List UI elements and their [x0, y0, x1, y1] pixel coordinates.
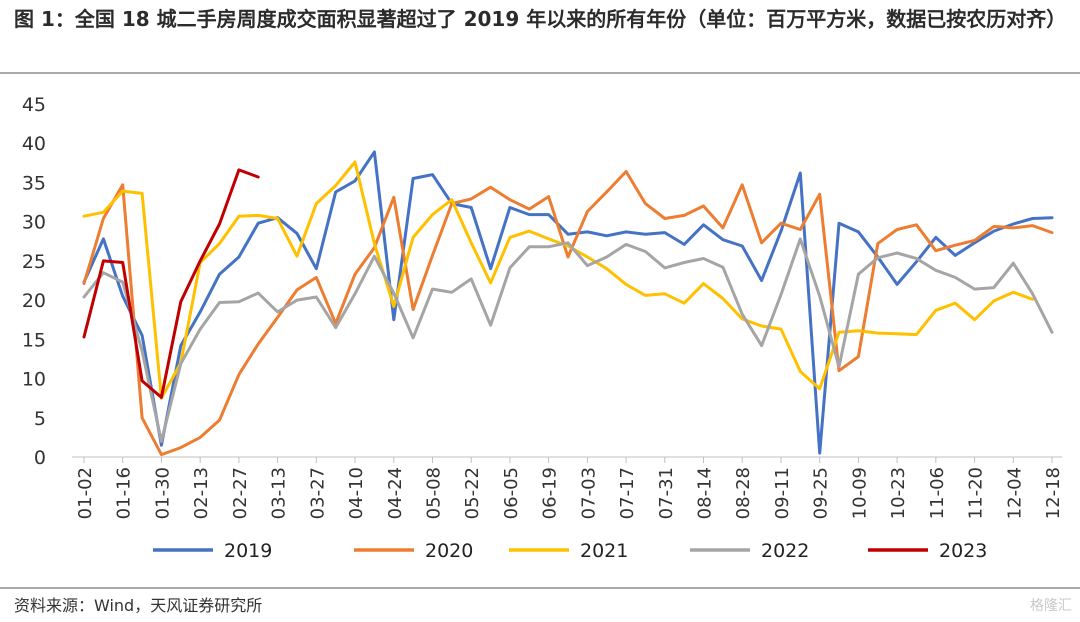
- x-tick-label: 05-08: [423, 467, 444, 519]
- x-tick-label: 01-30: [152, 467, 173, 519]
- x-tick-label: 01-16: [114, 467, 135, 519]
- y-tick-label: 5: [34, 408, 46, 430]
- x-tick-label: 07-03: [578, 467, 599, 519]
- x-tick-label: 03-13: [269, 467, 290, 519]
- x-tick-label: 11-06: [927, 467, 948, 519]
- x-tick-label: 03-27: [307, 467, 328, 519]
- watermark-logo: 格隆汇: [1030, 598, 1072, 614]
- y-tick-label: 30: [22, 212, 46, 234]
- legend-label-2022: 2022: [761, 540, 809, 562]
- y-tick-label: 20: [22, 290, 46, 312]
- series-line-2022: [82, 237, 1054, 443]
- axis-layer: 0 5 10 15 20 25 30 35 40 45 01-02 01-16 01-30 02-13 02…: [22, 94, 1064, 519]
- x-tick-label: 02-13: [191, 467, 212, 519]
- source-note: 资料来源：Wind，天风证券研究所: [14, 596, 263, 615]
- x-tick-label: 01-02: [75, 467, 96, 519]
- legend: 2019 2020 2021 2022 2023: [153, 540, 987, 562]
- title-divider: [0, 72, 1080, 74]
- series-line-2023: [82, 168, 260, 399]
- y-tick-label: 10: [22, 369, 46, 391]
- y-tick-label: 40: [22, 133, 46, 155]
- x-tick-label: 10-23: [888, 467, 909, 519]
- x-tick-label: 12-18: [1043, 467, 1064, 519]
- legend-label-2020: 2020: [425, 540, 473, 562]
- x-tick-label: 04-10: [346, 467, 367, 519]
- x-tick-label: 05-22: [462, 467, 483, 519]
- series-line-2021: [82, 160, 1035, 400]
- chart-title: 图 1：全国 18 城二手房周度成交面积显著超过了 2019 年以来的所有年份（…: [14, 7, 1067, 31]
- x-tick-label: 10-09: [849, 467, 870, 519]
- x-tick-label: 08-28: [733, 467, 754, 519]
- series-line-2019: [82, 150, 1054, 455]
- x-tick-label: 09-25: [811, 467, 832, 519]
- y-tick-label: 45: [22, 94, 46, 116]
- x-tick-label: 07-17: [617, 467, 638, 519]
- x-tick-label: 06-19: [540, 467, 561, 519]
- x-tick-label: 06-05: [501, 467, 522, 519]
- line-chart: 0 5 10 15 20 25 30 35 40 45 01-02 01-16 01-30 02-13 02…: [22, 94, 1064, 562]
- y-tick-label: 35: [22, 172, 46, 194]
- series-layer: [82, 150, 1054, 457]
- legend-label-2021: 2021: [580, 540, 628, 562]
- x-tick-label: 07-31: [656, 467, 677, 519]
- x-tick-label: 02-27: [230, 467, 251, 519]
- x-tick-label: 08-14: [695, 467, 716, 519]
- x-tick-label: 11-20: [966, 467, 987, 519]
- y-tick-label: 0: [34, 447, 46, 469]
- series-line-2020: [82, 170, 1054, 457]
- y-tick-label: 15: [22, 329, 46, 351]
- footer-divider: [0, 587, 1080, 589]
- legend-label-2023: 2023: [939, 540, 987, 562]
- legend-label-2019: 2019: [224, 540, 272, 562]
- x-tick-label: 12-04: [1004, 467, 1025, 519]
- x-tick-label: 09-11: [772, 467, 793, 519]
- y-tick-label: 25: [22, 251, 46, 273]
- x-tick-label: 04-24: [385, 467, 406, 519]
